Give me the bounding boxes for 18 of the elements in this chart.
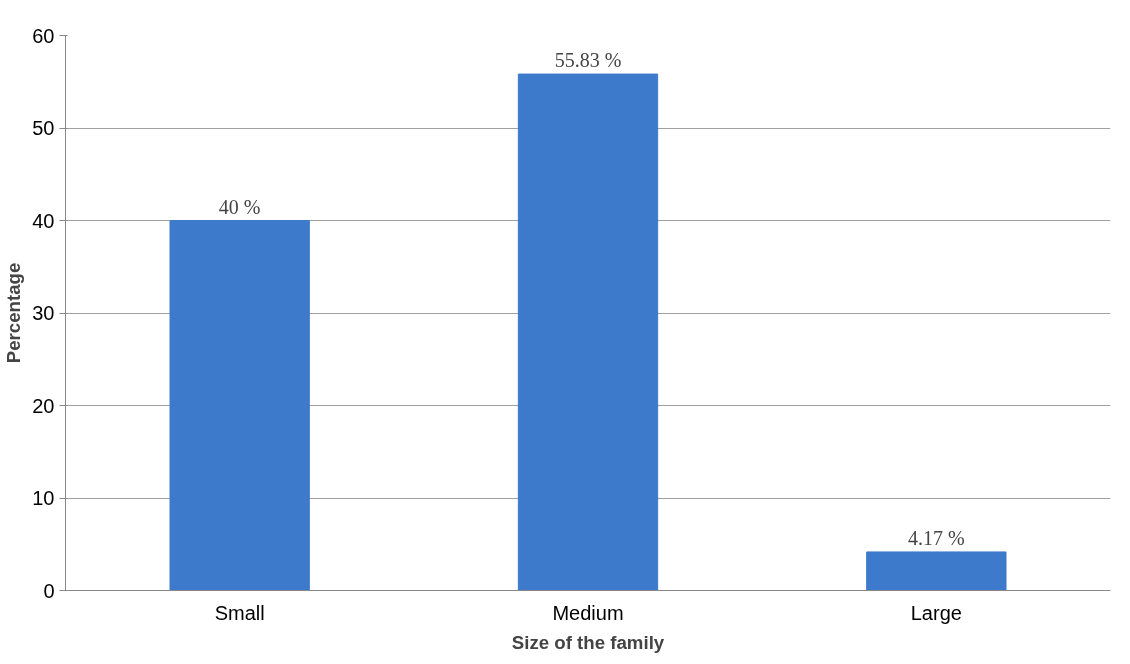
data-label: 55.83 %: [554, 49, 622, 72]
y-axis-title: Percentage: [3, 262, 25, 364]
x-tick-label: Large: [910, 601, 962, 624]
y-tick-label: 60: [32, 24, 55, 47]
y-tick-label: 50: [32, 117, 55, 139]
bar: [169, 220, 310, 591]
x-tick-label: Medium: [552, 601, 624, 624]
y-tick-label: 40: [32, 209, 55, 232]
data-label: 40 %: [218, 195, 261, 218]
y-tick-label: 10: [32, 487, 55, 509]
bar: [866, 551, 1007, 591]
x-tick-label: Small: [214, 601, 265, 624]
x-axis-title: Size of the family: [511, 631, 665, 653]
y-tick-label: 30: [32, 302, 55, 324]
bar: [517, 73, 659, 591]
data-label: 4.17 %: [908, 526, 965, 549]
y-tick-label: 0: [43, 579, 55, 602]
y-tick-label: 20: [32, 394, 55, 417]
